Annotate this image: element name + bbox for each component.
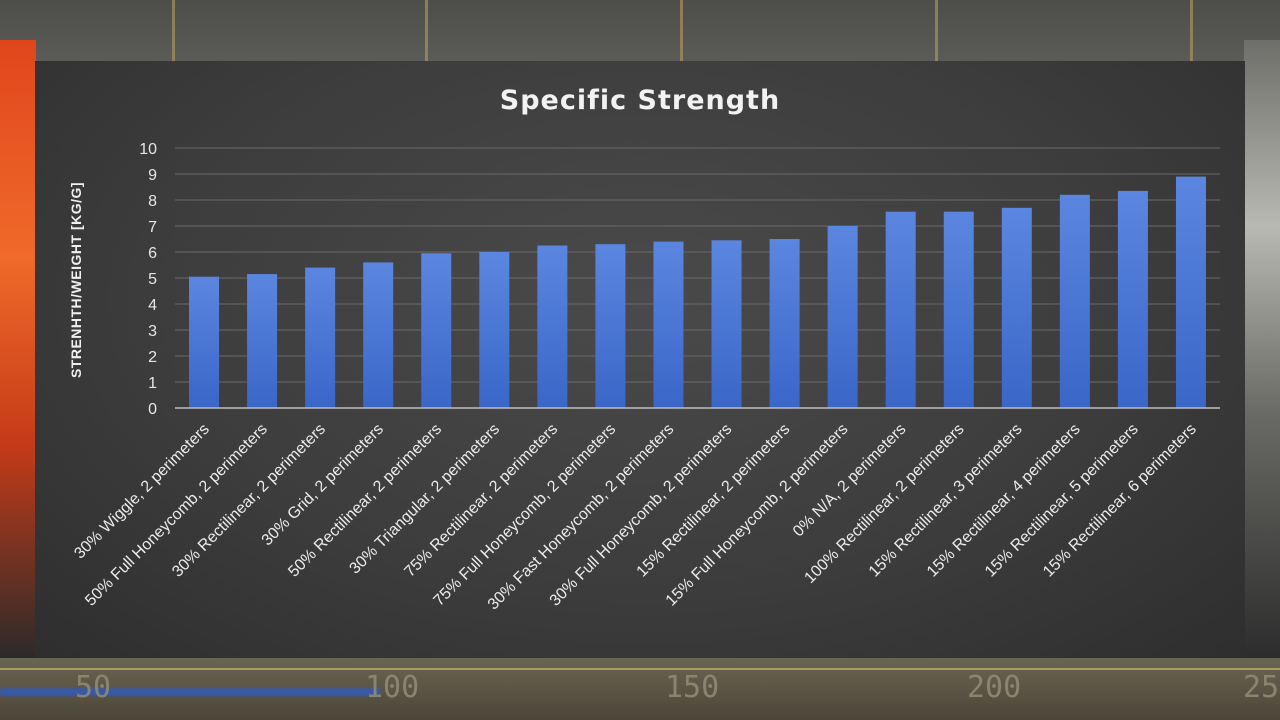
- y-tick-label: 5: [148, 271, 157, 288]
- ruler-number: 50: [75, 670, 112, 705]
- ruler-line: [0, 668, 1280, 670]
- ruler-number: 200: [967, 670, 1022, 705]
- bar: [943, 211, 974, 408]
- ruler-number: 150: [665, 670, 720, 705]
- bar: [1117, 190, 1148, 408]
- chart-panel: Specific Strength STRENHTH/WEIGHT [KG/G]…: [35, 61, 1245, 658]
- bar: [711, 240, 742, 408]
- printer-bed-top: [0, 0, 1280, 62]
- y-tick-label: 8: [148, 193, 157, 210]
- gridlines: [175, 147, 1220, 383]
- bar: [885, 211, 916, 408]
- ruler-number: 100: [365, 670, 420, 705]
- bar: [1175, 176, 1206, 408]
- chart-title: Specific Strength: [499, 85, 781, 116]
- blue-filament-streak: [0, 688, 380, 696]
- x-tick-label: 0% N/A, 2 perimeters: [790, 421, 910, 541]
- bar: [769, 239, 800, 408]
- bed-grid-line: [935, 0, 938, 62]
- y-tick-label: 6: [148, 245, 157, 262]
- bar: [363, 262, 394, 408]
- y-tick-label: 7: [148, 219, 157, 236]
- y-tick-label: 10: [139, 141, 157, 158]
- bar: [537, 245, 568, 408]
- bed-grid-line: [1190, 0, 1193, 62]
- printer-frame-right: [1244, 40, 1280, 660]
- bar: [1001, 207, 1032, 408]
- bar: [247, 274, 278, 408]
- bar: [189, 276, 220, 408]
- bar: [479, 252, 510, 408]
- ruler-number: 25: [1243, 670, 1280, 705]
- y-tick-label: 2: [148, 349, 157, 366]
- y-tick-label: 1: [148, 375, 157, 392]
- bar: [305, 267, 336, 408]
- y-tick-label: 3: [148, 323, 157, 340]
- bar: [1059, 194, 1090, 408]
- bar: [827, 226, 858, 408]
- y-tick-label: 9: [148, 167, 157, 184]
- y-tick-label: 0: [148, 401, 157, 418]
- printer-frame-left: [0, 40, 36, 660]
- bar: [595, 244, 626, 408]
- bar-chart: 0 1 2 3 4 5 6 7 8 9 10 30% Wiggle, 2 perimeters50%…: [71, 141, 1220, 613]
- y-tick-label: 4: [148, 297, 157, 314]
- bar: [421, 253, 452, 408]
- bed-grid-line: [425, 0, 428, 62]
- bed-grid-line: [172, 0, 175, 62]
- axes: 0 1 2 3 4 5 6 7 8 9 10: [139, 141, 1220, 418]
- bars: [189, 176, 1206, 408]
- bed-grid-line: [680, 0, 683, 62]
- bar: [653, 241, 684, 408]
